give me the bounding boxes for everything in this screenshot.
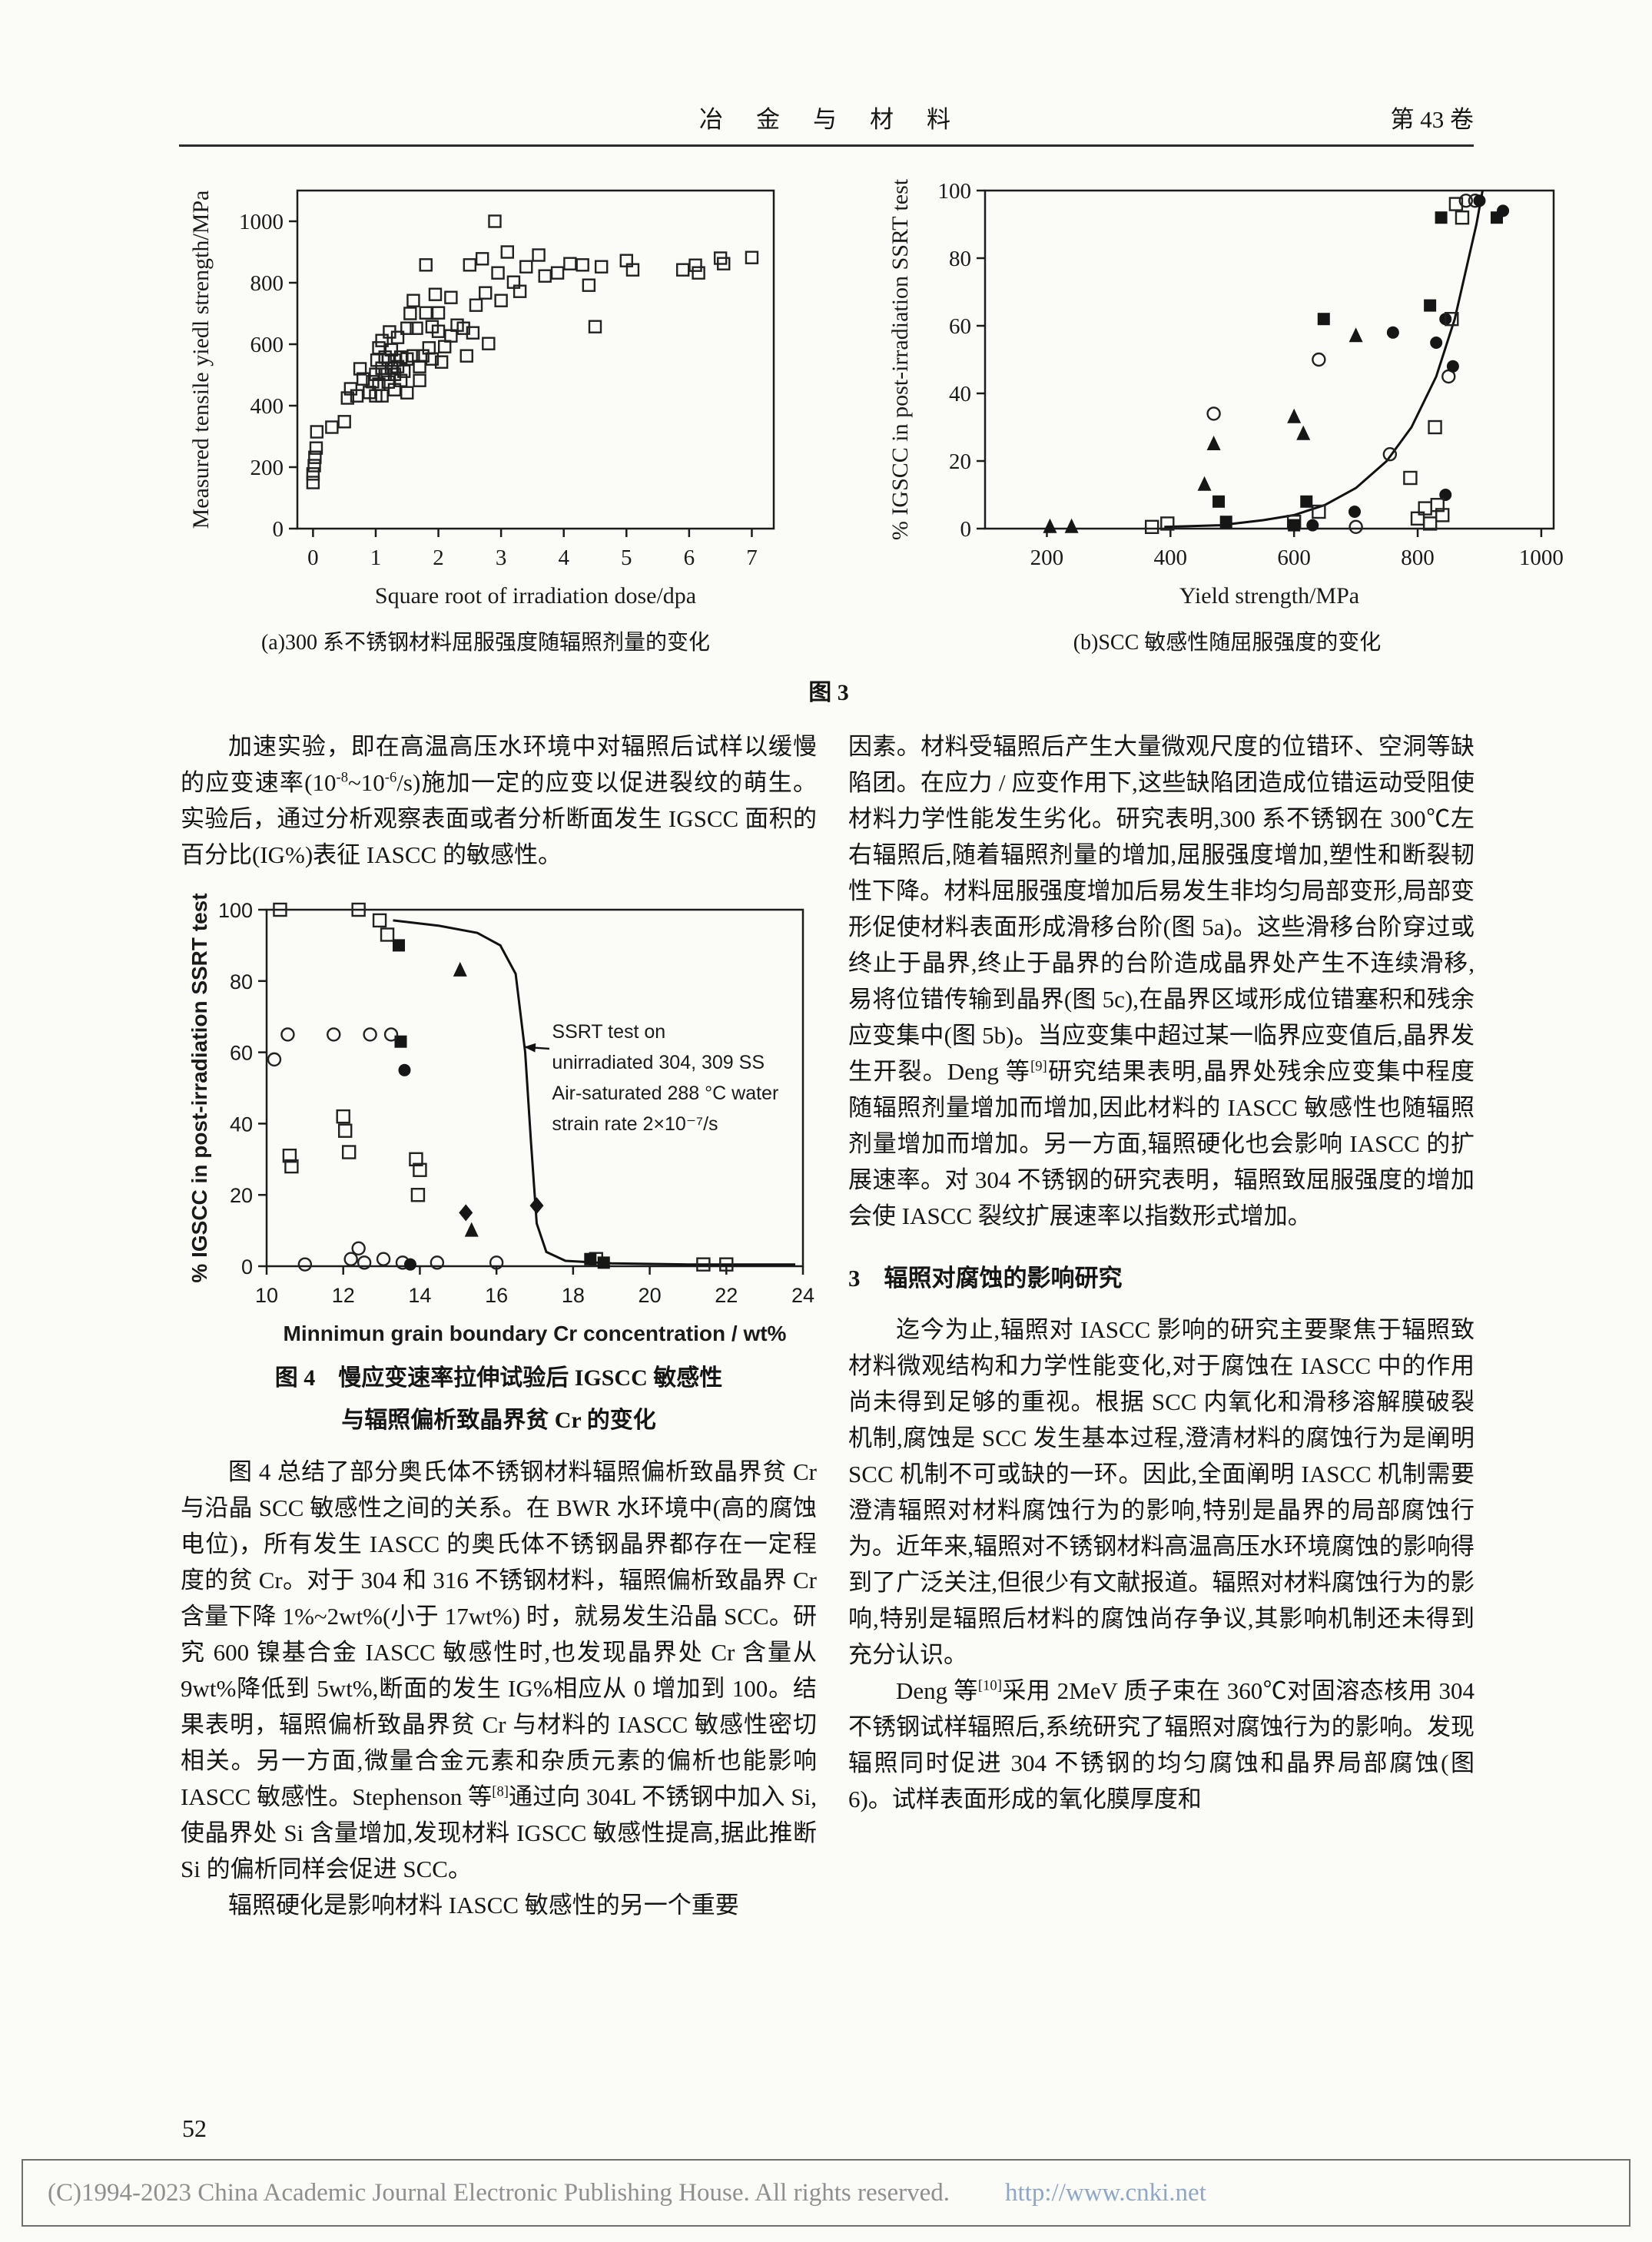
svg-text:0: 0 <box>241 1255 253 1279</box>
svg-text:40: 40 <box>949 382 971 406</box>
svg-text:Square root of irradiation dos: Square root of irradiation dose/dpa <box>375 583 696 609</box>
svg-text:3: 3 <box>496 546 507 570</box>
svg-text:5: 5 <box>621 546 632 570</box>
svg-text:80: 80 <box>949 247 971 271</box>
svg-text:100: 100 <box>938 179 972 204</box>
svg-text:strain rate 2×10⁻⁷/s: strain rate 2×10⁻⁷/s <box>552 1113 718 1135</box>
figure3a-chart: 0 1 2 3 4 5 6 7 0 200 400 600 800 1000 Square root of … <box>188 189 775 609</box>
left-paragraph-3: 辐照硬化是影响材料 IASCC 敏感性的另一个重要 <box>228 1892 739 1919</box>
page-number: 52 <box>182 2114 207 2142</box>
figure4-caption-line1: 图 4 慢应变速率拉伸试验后 IGSCC 敏感性 <box>274 1365 723 1391</box>
svg-text:Measured tensile yiedl strengt: Measured tensile yiedl strength/MPa <box>188 191 214 529</box>
svg-text:12: 12 <box>332 1284 355 1307</box>
svg-text:600: 600 <box>250 333 284 357</box>
figure3b-chart: 200 400 600 800 1000 0 20 40 60 80 100 Yield streng… <box>887 178 1564 609</box>
svg-text:400: 400 <box>1154 546 1188 570</box>
svg-text:200: 200 <box>250 456 284 480</box>
copyright-text: (C)1994-2023 China Academic Journal Elec… <box>48 2178 950 2207</box>
right-paragraph-2: 迄今为止,辐照对 IASCC 影响的研究主要聚焦于辐照致材料微观结构和力学性能变… <box>848 1316 1475 1668</box>
copyright-bar: (C)1994-2023 China Academic Journal Elec… <box>22 2159 1630 2227</box>
svg-text:0: 0 <box>307 546 319 570</box>
figure3-captions: (a)300 系不锈钢材料屈服强度随辐照剂量的变化 (b)SCC 敏感性随屈服强… <box>182 625 1573 656</box>
header-divider <box>179 144 1474 147</box>
section3-heading: 3 辐照对腐蚀的影响研究 <box>848 1265 1123 1292</box>
svg-text:Minnimun grain boundary Cr con: Minnimun grain boundary Cr concentration… <box>284 1322 787 1345</box>
journal-title: 冶 金 与 材 料 <box>699 106 955 133</box>
svg-text:200: 200 <box>1030 546 1064 570</box>
svg-text:1000: 1000 <box>1519 546 1564 570</box>
svg-text:100: 100 <box>218 899 253 922</box>
figure4-caption: 图 4 慢应变速率拉伸试验后 IGSCC 敏感性 与辐照偏析致晶界贫 Cr 的变… <box>181 1357 817 1441</box>
svg-text:80: 80 <box>230 970 253 993</box>
svg-text:14: 14 <box>408 1284 431 1307</box>
svg-text:Yield strength/MPa: Yield strength/MPa <box>1179 583 1359 609</box>
svg-text:20: 20 <box>639 1284 662 1307</box>
svg-text:40: 40 <box>230 1113 253 1136</box>
svg-text:2: 2 <box>433 546 444 570</box>
right-paragraph-3: Deng 等[10]采用 2MeV 质子束在 360℃对固溶态核用 304 不锈… <box>848 1677 1475 1813</box>
svg-text:60: 60 <box>949 314 971 339</box>
left-column: 加速实验，即在高温高压水环境中对辐照后试样以缓慢的应变速率(10-8~10-6/… <box>181 728 817 1923</box>
figure4: 10 12 14 16 18 20 22 24 0 20 40 60 80 100 Minnimun gra… <box>181 893 817 1441</box>
svg-text:20: 20 <box>230 1184 253 1207</box>
svg-text:60: 60 <box>230 1042 253 1065</box>
svg-text:Air-saturated 288 °C water: Air-saturated 288 °C water <box>552 1083 778 1104</box>
right-paragraph-1: 因素。材料受辐照后产生大量微观尺度的位错环、空洞等缺陷团。在应力 / 应变作用下… <box>848 733 1475 1229</box>
volume-label: 第 43 卷 <box>1390 106 1475 133</box>
svg-text:1000: 1000 <box>239 210 284 234</box>
figure4-caption-line2: 与辐照偏析致晶界贫 Cr 的变化 <box>341 1408 656 1433</box>
left-paragraph-2: 图 4 总结了部分奥氏体不锈钢材料辐照偏析致晶界贫 Cr 与沿晶 SCC 敏感性… <box>181 1458 817 1882</box>
page-header: 冶 金 与 材 料 第 43 卷 <box>181 100 1474 135</box>
svg-text:400: 400 <box>250 394 284 419</box>
figure4-chart: 10 12 14 16 18 20 22 24 0 20 40 60 80 100 Minnimun gra… <box>187 893 814 1345</box>
svg-text:20: 20 <box>949 449 971 474</box>
figure3b-caption: (b)SCC 敏感性随屈服强度的变化 <box>1073 631 1382 655</box>
svg-text:7: 7 <box>746 546 758 570</box>
svg-text:10: 10 <box>255 1284 278 1307</box>
svg-text:22: 22 <box>715 1284 738 1307</box>
figure3a-caption: (a)300 系不锈钢材料屈服强度随辐照剂量的变化 <box>260 631 711 655</box>
svg-text:1: 1 <box>370 546 382 570</box>
svg-text:16: 16 <box>485 1284 508 1307</box>
figure3-section: 0 1 2 3 4 5 6 7 0 200 400 600 800 1000 Square root of … <box>182 169 1573 707</box>
svg-text:SSRT test on: SSRT test on <box>552 1021 665 1043</box>
left-paragraph-1: 加速实验，即在高温高压水环境中对辐照后试样以缓慢的应变速率(10-8~10-6/… <box>181 733 818 868</box>
figure3-charts-row: 0 1 2 3 4 5 6 7 0 200 400 600 800 1000 Square root of … <box>182 169 1573 615</box>
svg-text:600: 600 <box>1277 546 1311 570</box>
svg-text:% IGSCC in post-irradiation SS: % IGSCC in post-irradiation SSRT test <box>187 893 211 1282</box>
svg-text:0: 0 <box>273 517 284 542</box>
svg-text:800: 800 <box>250 271 284 296</box>
svg-text:6: 6 <box>684 546 695 570</box>
svg-text:800: 800 <box>1401 546 1435 570</box>
svg-text:4: 4 <box>558 546 569 570</box>
right-column: 因素。材料受辐照后产生大量微观尺度的位错环、空洞等缺陷团。在应力 / 应变作用下… <box>848 728 1475 1817</box>
svg-text:% IGSCC in post-irradiation SS: % IGSCC in post-irradiation SSRT test <box>887 178 913 540</box>
svg-text:24: 24 <box>791 1284 814 1307</box>
svg-text:18: 18 <box>562 1284 585 1307</box>
cnki-url[interactable]: http://www.cnki.net <box>1005 2178 1206 2207</box>
svg-text:0: 0 <box>960 517 972 542</box>
svg-text:unirradiated 304, 309 SS: unirradiated 304, 309 SS <box>552 1052 765 1073</box>
figure3-label: 图 3 <box>808 680 849 705</box>
